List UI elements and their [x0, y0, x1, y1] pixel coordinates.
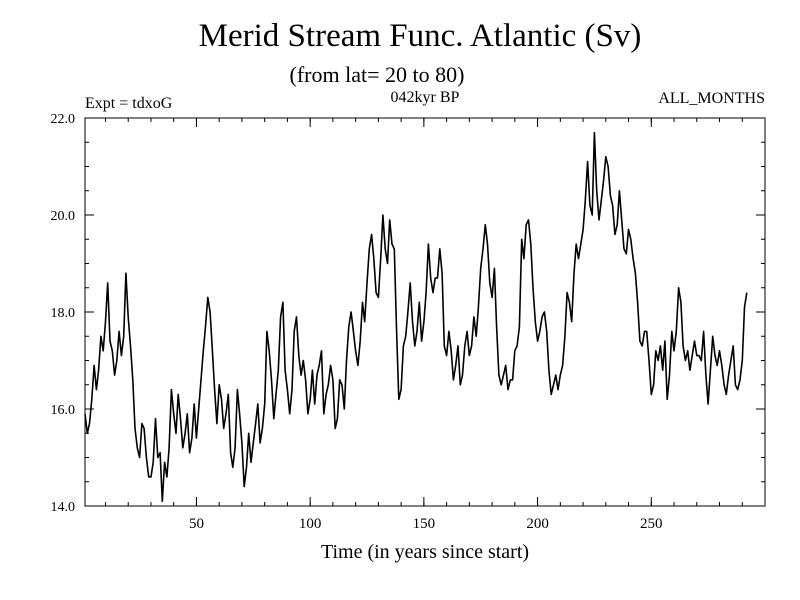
x-axis-label: Time (in years since start): [321, 541, 529, 563]
chart-subtitle: (from lat= 20 to 80): [290, 62, 465, 87]
experiment-label: Expt = tdxoG: [85, 95, 173, 112]
y-tick-label: 14.0: [51, 500, 76, 515]
y-tick-label: 20.0: [51, 209, 76, 224]
y-tick-label: 22.0: [51, 112, 76, 127]
data-layer: [84, 131, 748, 503]
months-label: ALL_MONTHS: [658, 90, 765, 107]
y-tick-label: 16.0: [51, 403, 76, 418]
x-tick-label: 200: [526, 516, 549, 532]
x-tick-label: 150: [413, 516, 436, 532]
axes: 50 100 150 200 250 14.0 16.0 18.0 20.0 22.0: [51, 112, 765, 532]
period-label: 042kyr BP: [391, 89, 460, 106]
chart-title: Merid Stream Func. Atlantic (Sv): [199, 18, 642, 54]
y-tick-label: 18.0: [51, 306, 76, 321]
x-tick-label: 50: [189, 516, 204, 532]
x-tick-label: 100: [299, 516, 322, 532]
series-line: [84, 131, 748, 503]
x-tick-label: 250: [640, 516, 663, 532]
